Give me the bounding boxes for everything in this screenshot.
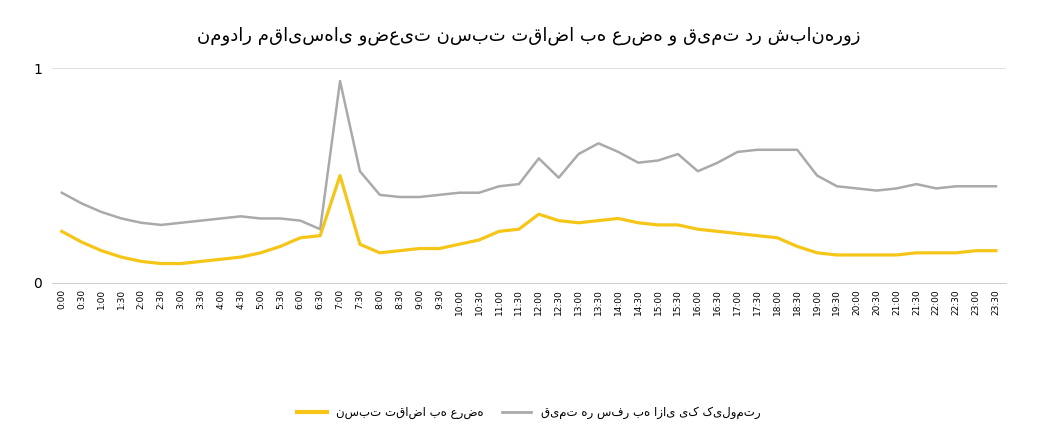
Title: نمودار مقایسه‌ای وضعیت نسبت تقاضا به عرضه و قیمت در شبانهروز: نمودار مقایسه‌ای وضعیت نسبت تقاضا به عرض… <box>197 27 861 46</box>
Legend: نسبت تقاضا به عرضه, قیمت هر سفر به ازای یک کیلومتر: نسبت تقاضا به عرضه, قیمت هر سفر به ازای … <box>292 401 765 424</box>
